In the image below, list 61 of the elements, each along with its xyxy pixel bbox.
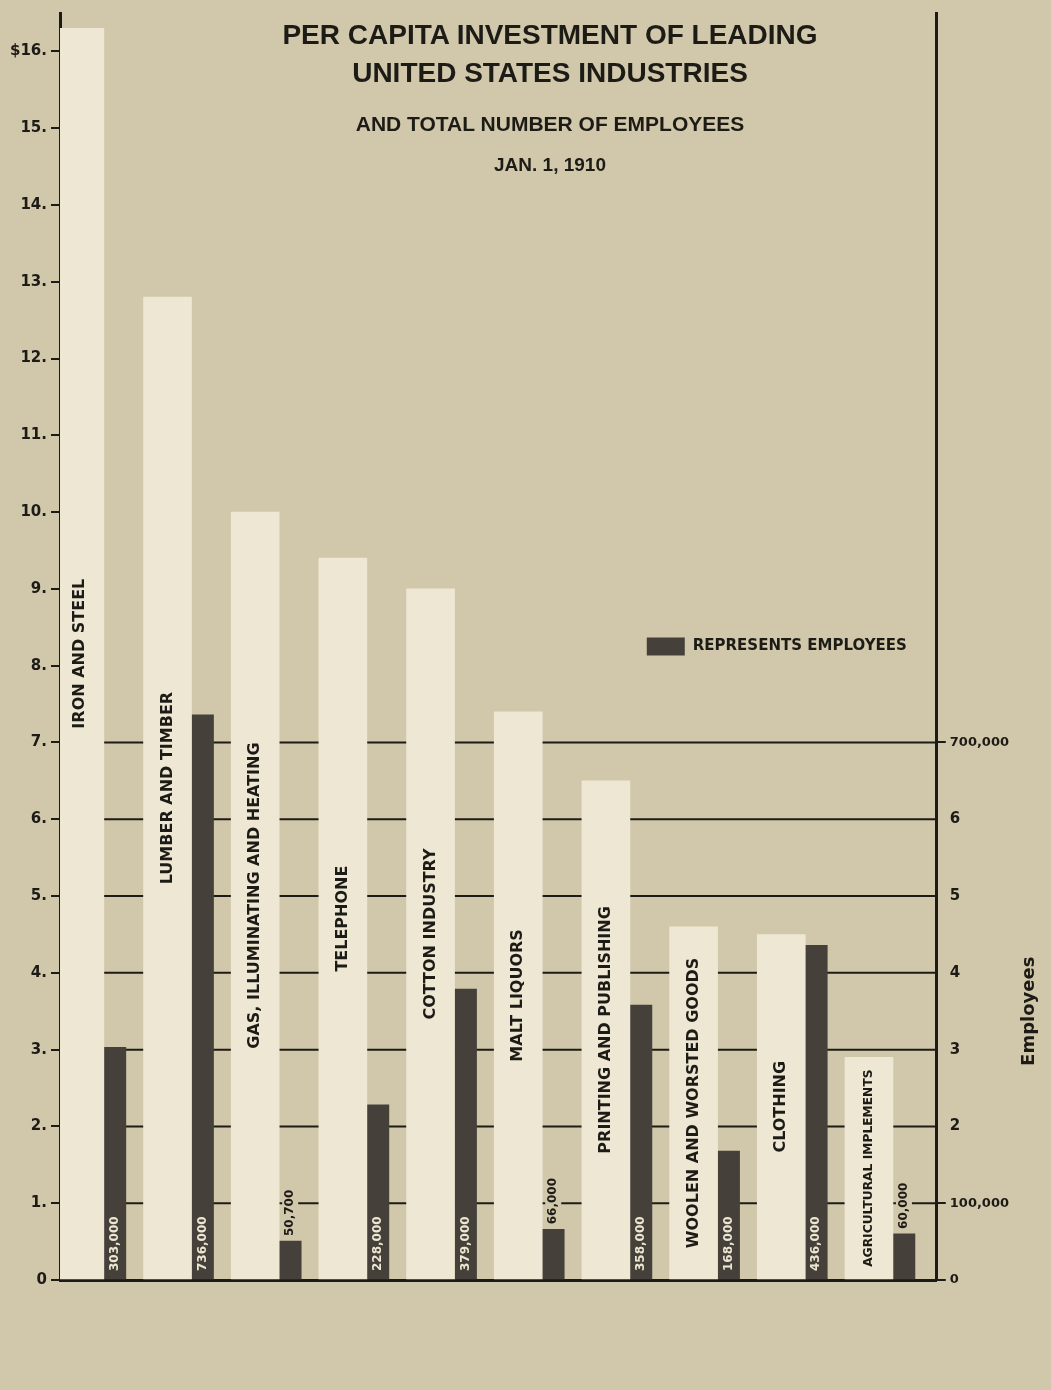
data-label: 436,000 <box>808 1216 823 1271</box>
x-tick-label: AGRICULTURAL IMPLEMENTS <box>861 1069 876 1267</box>
data-label: 66,000 <box>545 1178 560 1225</box>
y-tick-label: 14. <box>20 194 48 213</box>
y-tick-label: 9. <box>30 578 48 597</box>
bar <box>629 1004 653 1280</box>
x-tick-label: CLOTHING <box>770 1060 790 1153</box>
y-tick-label: 8. <box>30 655 48 674</box>
y-tick-label: 3. <box>30 1039 48 1058</box>
y-tick-label: 11. <box>20 425 48 444</box>
y-tick-label: 4. <box>30 962 48 981</box>
data-label: 168,000 <box>720 1216 735 1271</box>
y3-tick-label: 2 <box>949 1116 961 1135</box>
x-tick-label: PRINTING AND PUBLISHING <box>595 906 615 1154</box>
x-tick-label: COTTON INDUSTRY <box>419 847 439 1020</box>
data-label: 358,000 <box>633 1216 648 1271</box>
y-tick-label: 5. <box>30 885 48 904</box>
y-tick-label: 1. <box>30 1193 48 1212</box>
x-tick-label: TELEPHONE <box>332 865 352 972</box>
bar <box>892 1233 916 1280</box>
y-tick-label: 15. <box>20 118 48 137</box>
x-tick-label: GAS, ILLUMINATING AND HEATING <box>244 742 264 1049</box>
y-tick-label: $16. <box>9 41 48 60</box>
x-tick-label: LUMBER AND TIMBER <box>156 691 176 885</box>
data-label: 736,000 <box>194 1216 209 1271</box>
x-tick-label: IRON AND STEEL <box>69 578 88 729</box>
y2-tick-label: 700,000 <box>949 733 1010 749</box>
text: PER CAPITA INVESTMENT OF LEADING UNITED STATES INDUSTRIES <box>281 18 819 90</box>
bar <box>406 588 455 1280</box>
text: AND TOTAL NUMBER OF EMPLOYEES <box>354 111 746 136</box>
bar <box>278 1240 302 1280</box>
y3-tick-label: 4 <box>949 962 961 981</box>
annotation: JAN. 1, 1910 <box>493 153 607 176</box>
data-label: 379,000 <box>457 1216 472 1271</box>
y-tick-label: 7. <box>30 732 48 751</box>
bar <box>454 988 477 1280</box>
y-tick-label: 12. <box>20 348 48 367</box>
y2-tick-label: 0 <box>949 1271 959 1287</box>
x-tick-label: MALT LIQUORS <box>507 929 527 1062</box>
bar <box>103 1047 127 1280</box>
bar <box>493 711 543 1280</box>
y-tick-label: 10. <box>20 502 48 521</box>
data-label: 50,700 <box>282 1189 297 1237</box>
y-tick-label: 2. <box>30 1116 48 1135</box>
data-label: 303,000 <box>106 1216 121 1271</box>
data-label: 228,000 <box>370 1216 385 1271</box>
x-tick-label: WOOLEN AND WORSTED GOODS <box>682 957 702 1249</box>
y3-tick-label: 6 <box>949 809 961 828</box>
y-tick-label: 0 <box>36 1269 48 1288</box>
bar <box>541 1228 565 1280</box>
y3-tick-label: 5 <box>949 885 961 904</box>
y-tick-label: 13. <box>20 271 48 290</box>
y3-tick-label: 3 <box>949 1039 961 1058</box>
data-label: 60,000 <box>896 1182 911 1229</box>
y2-axis-title: Employees <box>1016 956 1038 1066</box>
y2-tick-label: 100,000 <box>949 1194 1010 1210</box>
bar <box>230 511 280 1280</box>
bar <box>318 557 368 1280</box>
legend-label: REPRESENTS EMPLOYEES <box>692 636 907 655</box>
bar <box>191 714 214 1280</box>
y-tick-label: 6. <box>30 809 48 828</box>
